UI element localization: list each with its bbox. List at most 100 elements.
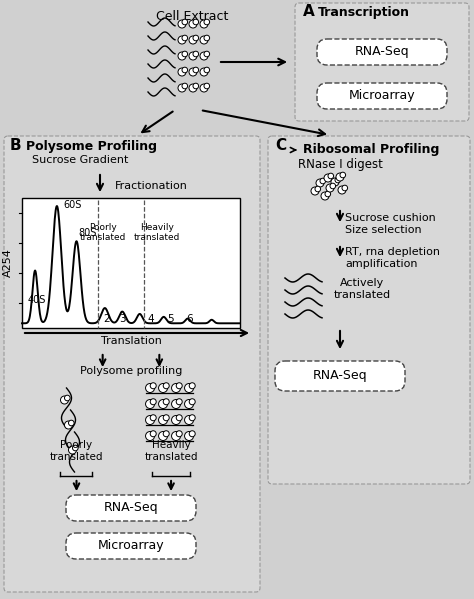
Circle shape — [184, 400, 193, 409]
Circle shape — [200, 20, 208, 28]
Circle shape — [176, 431, 182, 437]
Circle shape — [73, 445, 78, 451]
Circle shape — [163, 399, 169, 405]
Text: Polysome profiling: Polysome profiling — [80, 366, 182, 376]
Circle shape — [204, 19, 210, 25]
Bar — [22, 198, 240, 328]
Circle shape — [163, 415, 169, 420]
Text: 4: 4 — [147, 314, 154, 324]
Circle shape — [176, 383, 182, 389]
Circle shape — [69, 446, 76, 454]
Text: A: A — [303, 4, 315, 19]
Circle shape — [336, 173, 344, 181]
Text: Cell Extract: Cell Extract — [156, 10, 228, 23]
Text: Sucrose Gradient: Sucrose Gradient — [32, 155, 128, 165]
Circle shape — [146, 416, 155, 425]
Text: 3: 3 — [119, 314, 126, 324]
Text: A254: A254 — [3, 249, 13, 277]
Circle shape — [331, 178, 339, 186]
Circle shape — [316, 179, 324, 187]
Circle shape — [204, 67, 210, 73]
Text: Heavily
translated: Heavily translated — [144, 440, 198, 462]
Circle shape — [320, 178, 326, 184]
Circle shape — [330, 183, 336, 189]
Circle shape — [342, 185, 347, 191]
Circle shape — [324, 174, 332, 182]
Text: RNA-Seq: RNA-Seq — [313, 370, 367, 383]
FancyBboxPatch shape — [66, 495, 196, 521]
Circle shape — [204, 51, 210, 57]
Circle shape — [338, 186, 346, 194]
Circle shape — [311, 187, 319, 195]
Circle shape — [172, 400, 181, 409]
FancyBboxPatch shape — [268, 136, 470, 484]
FancyBboxPatch shape — [4, 136, 260, 592]
Circle shape — [189, 383, 195, 389]
Circle shape — [61, 396, 69, 404]
Text: Transcription: Transcription — [318, 6, 410, 19]
Text: Polysome Profiling: Polysome Profiling — [26, 140, 157, 153]
Text: B: B — [10, 138, 22, 153]
Circle shape — [189, 415, 195, 420]
FancyBboxPatch shape — [295, 3, 469, 121]
Circle shape — [193, 35, 199, 41]
Circle shape — [189, 20, 197, 28]
Text: Poorly
translated: Poorly translated — [50, 440, 103, 462]
Text: Poorly
translated: Poorly translated — [80, 223, 126, 242]
FancyBboxPatch shape — [317, 83, 447, 109]
Circle shape — [184, 383, 193, 392]
Text: Sucrose cushion: Sucrose cushion — [345, 213, 436, 223]
Circle shape — [193, 67, 199, 73]
Circle shape — [182, 51, 188, 57]
Text: Actively
translated: Actively translated — [333, 277, 391, 300]
Circle shape — [150, 431, 156, 437]
Circle shape — [204, 83, 210, 89]
Circle shape — [150, 383, 156, 389]
Circle shape — [182, 35, 188, 41]
Circle shape — [184, 431, 193, 440]
Circle shape — [315, 186, 320, 192]
Circle shape — [200, 68, 208, 76]
Circle shape — [150, 415, 156, 420]
FancyBboxPatch shape — [66, 533, 196, 559]
Circle shape — [321, 192, 329, 200]
Text: 6: 6 — [187, 314, 193, 324]
Text: Microarray: Microarray — [349, 89, 415, 102]
Circle shape — [325, 191, 330, 197]
Circle shape — [200, 36, 208, 44]
FancyBboxPatch shape — [317, 39, 447, 65]
Circle shape — [178, 84, 186, 92]
Circle shape — [69, 420, 74, 426]
Circle shape — [172, 383, 181, 392]
Circle shape — [189, 399, 195, 405]
Circle shape — [335, 177, 341, 183]
Circle shape — [193, 19, 199, 25]
Circle shape — [193, 83, 199, 89]
Text: 60S: 60S — [63, 200, 81, 210]
Text: 2: 2 — [104, 314, 110, 324]
Circle shape — [146, 400, 155, 409]
Text: RNA-Seq: RNA-Seq — [104, 501, 158, 515]
Text: Microarray: Microarray — [98, 540, 164, 552]
Text: Ribosomal Profiling: Ribosomal Profiling — [303, 144, 439, 156]
Circle shape — [182, 67, 188, 73]
Circle shape — [176, 415, 182, 420]
Text: Translation: Translation — [100, 336, 162, 346]
Circle shape — [159, 431, 168, 440]
Text: Heavily
translated: Heavily translated — [134, 223, 180, 242]
Circle shape — [159, 383, 168, 392]
Circle shape — [189, 431, 195, 437]
Circle shape — [64, 421, 73, 429]
Text: RNA-Seq: RNA-Seq — [355, 46, 410, 59]
Circle shape — [184, 416, 193, 425]
Text: Fractionation: Fractionation — [115, 181, 188, 191]
Circle shape — [64, 395, 70, 401]
Circle shape — [178, 36, 186, 44]
Circle shape — [172, 416, 181, 425]
Text: 80S: 80S — [78, 228, 97, 238]
Circle shape — [189, 84, 197, 92]
Circle shape — [172, 431, 181, 440]
Circle shape — [204, 35, 210, 41]
Text: amplification: amplification — [345, 259, 418, 269]
Circle shape — [163, 431, 169, 437]
